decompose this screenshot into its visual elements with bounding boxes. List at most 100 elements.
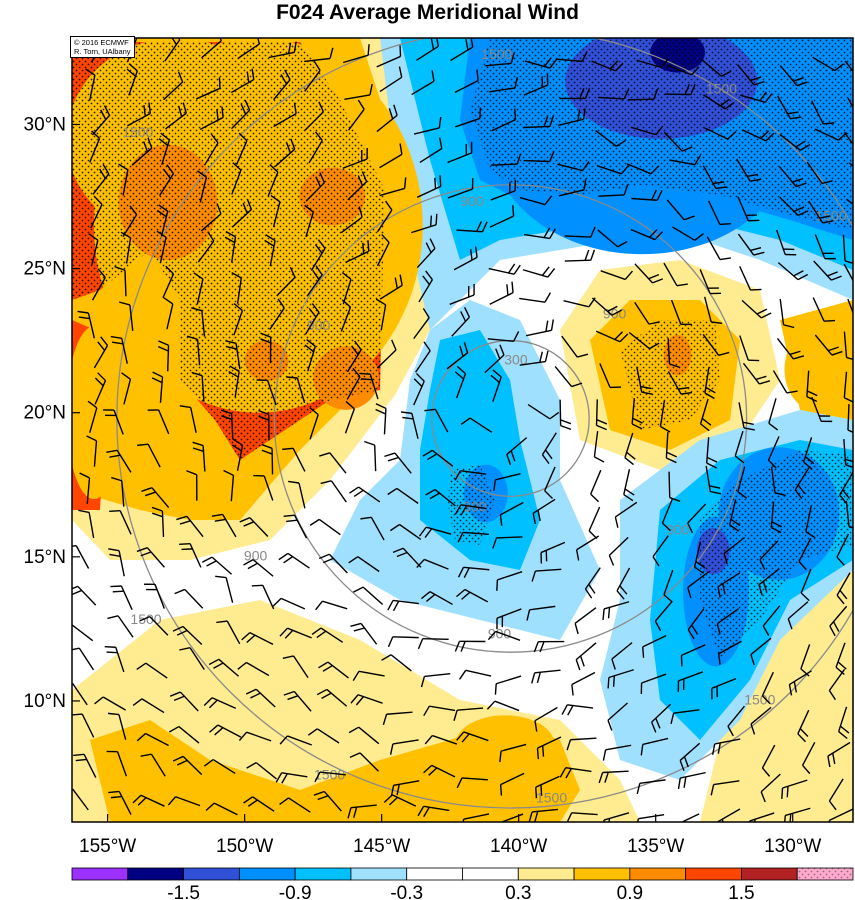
- wind-barb: [239, 517, 269, 537]
- wind-barb: [231, 162, 242, 195]
- wind-barb: [139, 615, 169, 636]
- wind-barb: [758, 568, 780, 596]
- wind-barb: [741, 299, 772, 319]
- wind-barb: [179, 542, 202, 568]
- wind-barb: [802, 437, 815, 470]
- wind-barb: [267, 164, 279, 197]
- wind-barb: [677, 771, 706, 790]
- wind-barb: [311, 627, 344, 643]
- wind-barb: [256, 379, 277, 406]
- wind-barb: [457, 566, 490, 579]
- wind-barb: [492, 536, 523, 549]
- wind-barb: [522, 266, 556, 278]
- wind-barb: [314, 771, 346, 783]
- wind-barb: [243, 796, 275, 812]
- colorbar-swatch: [294, 867, 352, 881]
- wind-barb: [574, 607, 597, 635]
- lon-tick-label: 150°W: [216, 836, 273, 857]
- wind-barb: [192, 441, 206, 472]
- range-ring-label: 1500: [122, 124, 153, 140]
- wind-barb: [761, 671, 774, 705]
- wind-barb: [390, 780, 420, 797]
- wind-barb: [458, 669, 492, 680]
- wind-barb: [309, 407, 319, 440]
- wind-barb: [759, 540, 779, 570]
- lat-tick-label: 30°N: [24, 114, 66, 135]
- wind-barb: [680, 813, 700, 822]
- wind-barb: [151, 506, 165, 538]
- wind-barb: [157, 340, 170, 372]
- wind-barb: [454, 640, 486, 652]
- wind-barb: [559, 88, 591, 100]
- wind-barb: [640, 737, 669, 756]
- wind-barb: [163, 297, 174, 330]
- wind-barb: [519, 195, 553, 206]
- wind-barb: [777, 95, 802, 120]
- wind-barb: [607, 702, 628, 731]
- wind-barb: [320, 480, 347, 503]
- wind-barb: [131, 137, 153, 166]
- range-ring-label: 900: [666, 522, 690, 538]
- wind-barb: [564, 226, 596, 238]
- wind-barb: [506, 437, 528, 466]
- wind-barb: [73, 753, 97, 778]
- wind-barb: [839, 472, 853, 504]
- colorbar-swatch: [573, 867, 631, 881]
- longitude-axis: 155°W 150°W 145°W 140°W 135°W 130°W: [79, 814, 821, 857]
- wind-barb: [136, 732, 169, 747]
- wind-barb: [418, 270, 434, 303]
- wind-barb: [800, 644, 811, 677]
- wind-barb: [794, 467, 810, 500]
- wind-barb: [680, 644, 706, 667]
- wind-barb: [775, 229, 797, 256]
- wind-barb: [454, 504, 487, 516]
- wind-barb: [376, 45, 402, 68]
- wind-barb: [843, 438, 853, 468]
- lat-tick-label: 15°N: [24, 547, 66, 568]
- wind-barb: [777, 262, 809, 281]
- wind-barb: [224, 230, 237, 263]
- wind-barb: [449, 284, 475, 305]
- wind-barb: [842, 234, 853, 265]
- wind-barb: [779, 65, 808, 87]
- wind-barb: [571, 671, 596, 696]
- wind-barb: [844, 60, 853, 73]
- wind-barb: [379, 274, 403, 300]
- wind-barb: [779, 133, 811, 151]
- wind-barb: [315, 600, 348, 611]
- wind-barb: [231, 99, 251, 130]
- wind-barb: [379, 177, 407, 197]
- wind-barb: [491, 108, 517, 132]
- wind-barb: [634, 263, 663, 284]
- wind-barb: [541, 432, 557, 465]
- wind-barb: [200, 203, 222, 232]
- wind-barb: [104, 645, 125, 673]
- wind-barb: [602, 601, 630, 620]
- wind-barb: [600, 270, 633, 281]
- wind-barb: [687, 503, 707, 534]
- wind-barb: [174, 588, 204, 609]
- wind-barb: [811, 396, 833, 423]
- wind-barb: [519, 350, 549, 366]
- wind-barb: [387, 599, 419, 612]
- wind-barb: [258, 409, 270, 441]
- wind-barb: [269, 298, 285, 330]
- wind-barb: [342, 44, 370, 64]
- wind-barb: [415, 341, 431, 373]
- wind-barb: [762, 605, 781, 636]
- range-ring-label: 900: [460, 193, 484, 209]
- wind-barb: [94, 372, 107, 405]
- wind-barb: [176, 515, 204, 538]
- wind-barb: [624, 432, 636, 466]
- wind-barb: [309, 518, 341, 536]
- wind-barb: [424, 408, 449, 433]
- wind-barb: [705, 465, 722, 495]
- wind-barb: [456, 777, 488, 789]
- wind-barb: [165, 102, 187, 130]
- wind-barb: [566, 812, 598, 822]
- wind-barb: [453, 246, 478, 271]
- wind-barb: [379, 143, 403, 169]
- wind-barb: [566, 737, 597, 751]
- wind-barb: [493, 472, 521, 491]
- wind-barb: [454, 469, 487, 481]
